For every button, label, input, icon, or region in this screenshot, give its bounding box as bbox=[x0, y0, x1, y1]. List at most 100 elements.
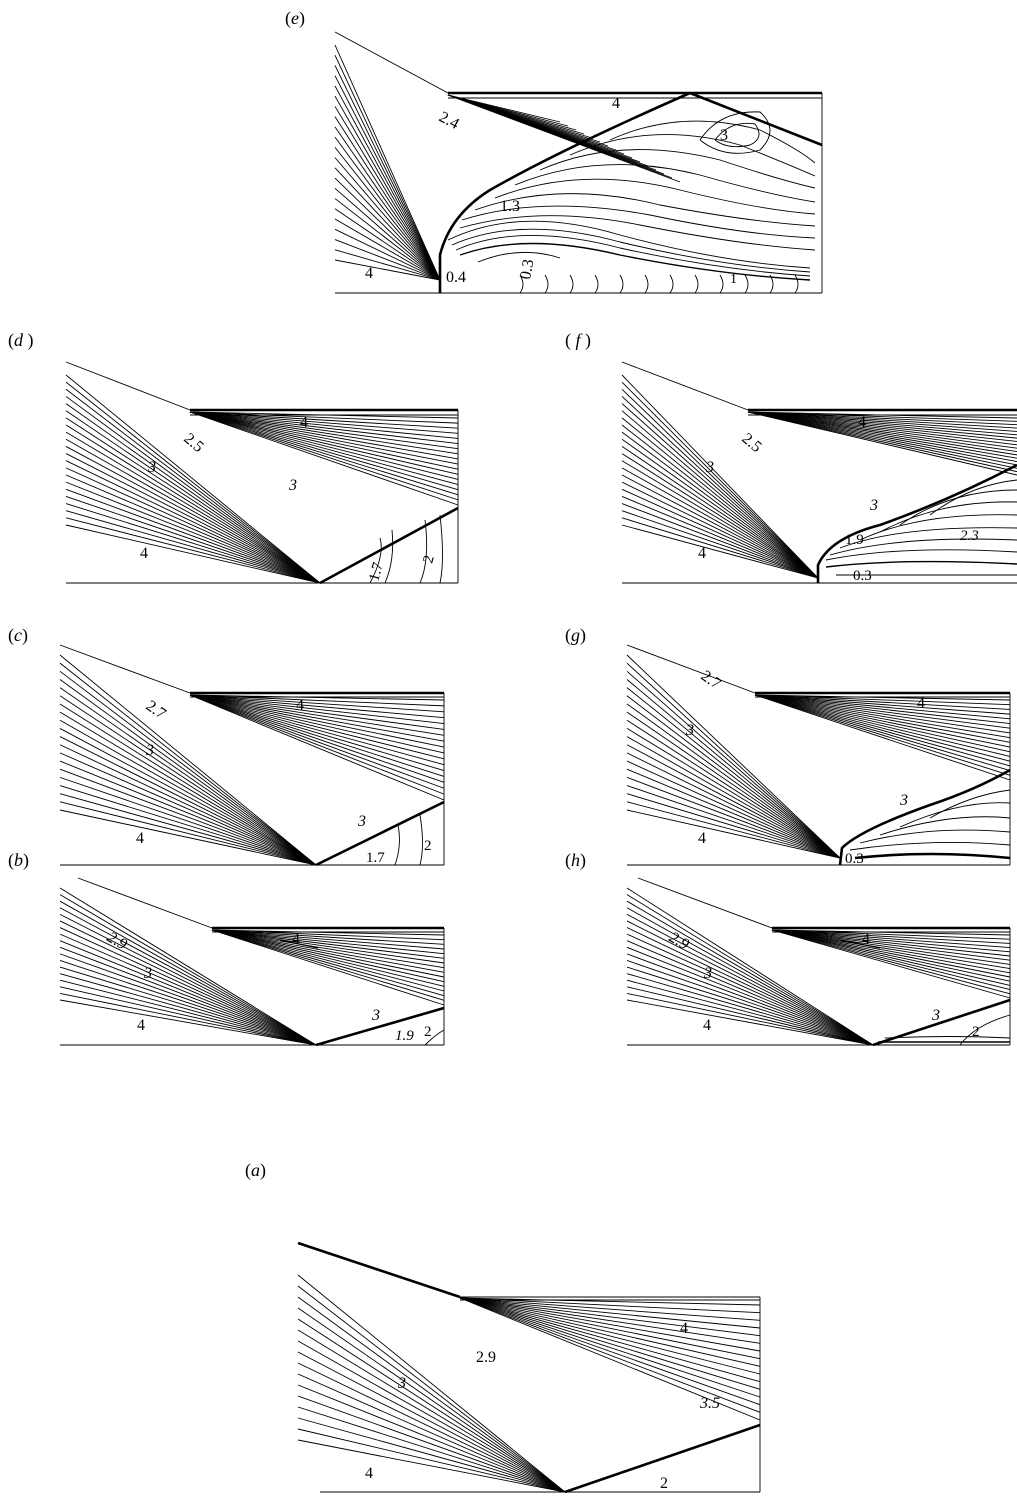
panel-f-contour bbox=[747, 411, 1017, 442]
panel-g-contour bbox=[754, 694, 1011, 767]
panel-a-contour bbox=[459, 1297, 761, 1321]
panel-e-ripple bbox=[519, 274, 524, 294]
panel-e-contour bbox=[334, 208, 441, 281]
panel-a-contour bbox=[459, 1297, 761, 1390]
panel-h-short-segment bbox=[839, 939, 881, 949]
panel-b-label: 4 bbox=[137, 1017, 145, 1034]
panel-f-contour bbox=[621, 460, 819, 579]
panel-h-contour bbox=[771, 929, 1011, 961]
panel-h-separation bbox=[878, 1014, 1011, 1046]
panel-d-contour bbox=[65, 417, 321, 584]
panel-c: 2.7 4 3 4 3 1.7 2 bbox=[59, 644, 445, 867]
panel-e-ripple bbox=[669, 274, 674, 294]
panel-h-contour bbox=[771, 929, 1011, 995]
panel-d-contour bbox=[65, 431, 321, 584]
panel-c-contour bbox=[189, 694, 445, 801]
panel-f-contour bbox=[747, 411, 1017, 422]
panel-h-contour bbox=[771, 929, 1011, 978]
panel-e-contour bbox=[334, 157, 441, 281]
panel-a-contour bbox=[459, 1297, 761, 1375]
panel-f-label: 0.3 bbox=[853, 568, 872, 584]
panel-f-contour bbox=[621, 381, 819, 579]
panel-d-contour bbox=[65, 424, 321, 584]
panel-c-contour bbox=[59, 785, 317, 866]
panel-h-contour bbox=[626, 979, 874, 1046]
panel-h-contour bbox=[771, 929, 1011, 986]
panel-g-contour bbox=[626, 768, 841, 859]
panel-g-contour bbox=[626, 785, 841, 859]
panel-label-b: (b) bbox=[8, 850, 29, 870]
panel-d-contour bbox=[65, 517, 321, 584]
panel-label-e: (e) bbox=[285, 8, 305, 28]
panel-a-contour bbox=[297, 1340, 566, 1493]
panel-e-contour bbox=[334, 198, 441, 281]
panel-c-contour bbox=[189, 694, 445, 754]
panel-g-contour bbox=[626, 744, 841, 859]
panel-d-contour bbox=[189, 411, 459, 491]
panel-e-bottom-ripples bbox=[519, 274, 799, 294]
panel-b-contour bbox=[59, 940, 317, 1046]
panel-h-contour bbox=[626, 933, 874, 1046]
panel-e-label: 4 bbox=[365, 265, 373, 282]
panel-e-contour bbox=[334, 75, 441, 281]
panel-h-contour bbox=[626, 986, 874, 1046]
panel-g-contour bbox=[626, 719, 841, 859]
panel-b-contour bbox=[211, 929, 445, 987]
panel-f-contour bbox=[747, 411, 1017, 456]
panel-b-contour bbox=[59, 946, 317, 1046]
panel-f-contour bbox=[621, 403, 819, 579]
panel-a-label: 3.5 bbox=[699, 1395, 720, 1412]
panel-g-label: 3 bbox=[685, 722, 694, 739]
panel-c-contour bbox=[189, 694, 445, 777]
panel-g-contour bbox=[626, 776, 841, 859]
panel-d-contour bbox=[189, 411, 459, 485]
panel-b-contour bbox=[211, 929, 445, 997]
panel-e-ripple bbox=[794, 274, 799, 294]
panel-e-label: 4 bbox=[612, 95, 620, 112]
panel-g-contour bbox=[626, 654, 841, 859]
panel-f: 4 2.5 3 3 1.9 2.3 4 0.3 bbox=[621, 361, 1017, 584]
panel-a-contour bbox=[459, 1297, 761, 1398]
panel-h-label: 4 bbox=[862, 931, 870, 948]
panel-d-label: 3 bbox=[288, 477, 297, 494]
panel-a-contour bbox=[297, 1395, 566, 1493]
panel-c-contour bbox=[59, 768, 317, 866]
panel-g-contour bbox=[626, 670, 841, 859]
panel-d-contour bbox=[189, 411, 459, 445]
panel-e-contour bbox=[447, 94, 681, 183]
panel-a-contour bbox=[297, 1384, 566, 1493]
panel-e-separation-contours bbox=[447, 111, 816, 281]
panel-d-contour bbox=[65, 403, 321, 584]
panel-d-contour bbox=[189, 411, 459, 480]
panel-g-contour bbox=[754, 694, 1011, 762]
panel-d-contour bbox=[65, 396, 321, 584]
panel-g-contour bbox=[626, 728, 841, 859]
panel-b-contour bbox=[211, 929, 445, 992]
panel-h-contour bbox=[771, 929, 1011, 940]
panel-c-contour bbox=[189, 694, 445, 789]
panel-d-contour bbox=[189, 411, 459, 496]
panel-h-contour bbox=[771, 929, 1011, 957]
panel-e-contour bbox=[334, 177, 441, 281]
panel-g-contour bbox=[754, 694, 1011, 729]
panel-h-contour bbox=[626, 946, 874, 1046]
panel-b-contour bbox=[59, 894, 317, 1046]
panel-h-contour bbox=[626, 940, 874, 1046]
panel-f-label: 4 bbox=[858, 414, 866, 431]
panel-d-contour bbox=[189, 411, 459, 450]
panel-f-contour bbox=[747, 411, 1017, 459]
panel-a-contour bbox=[459, 1297, 761, 1367]
panel-g-contour bbox=[626, 662, 841, 859]
panel-b-label: 3 bbox=[371, 1007, 380, 1024]
panel-f-contour bbox=[621, 417, 819, 579]
panel-d-contour bbox=[65, 460, 321, 584]
panel-a-labels: 2.9 4 3 3.5 4 2 bbox=[365, 1320, 720, 1492]
panel-f-contour bbox=[747, 411, 1017, 452]
panel-h-contour bbox=[626, 966, 874, 1046]
panel-e-label: 0.3 bbox=[517, 258, 537, 281]
panel-f-contour bbox=[747, 411, 1017, 469]
panel-b-label: 1.9 bbox=[395, 1028, 414, 1044]
panel-a-label: 4 bbox=[680, 1320, 688, 1337]
panel-a-contour bbox=[297, 1362, 566, 1493]
panel-e-contour bbox=[334, 55, 441, 281]
